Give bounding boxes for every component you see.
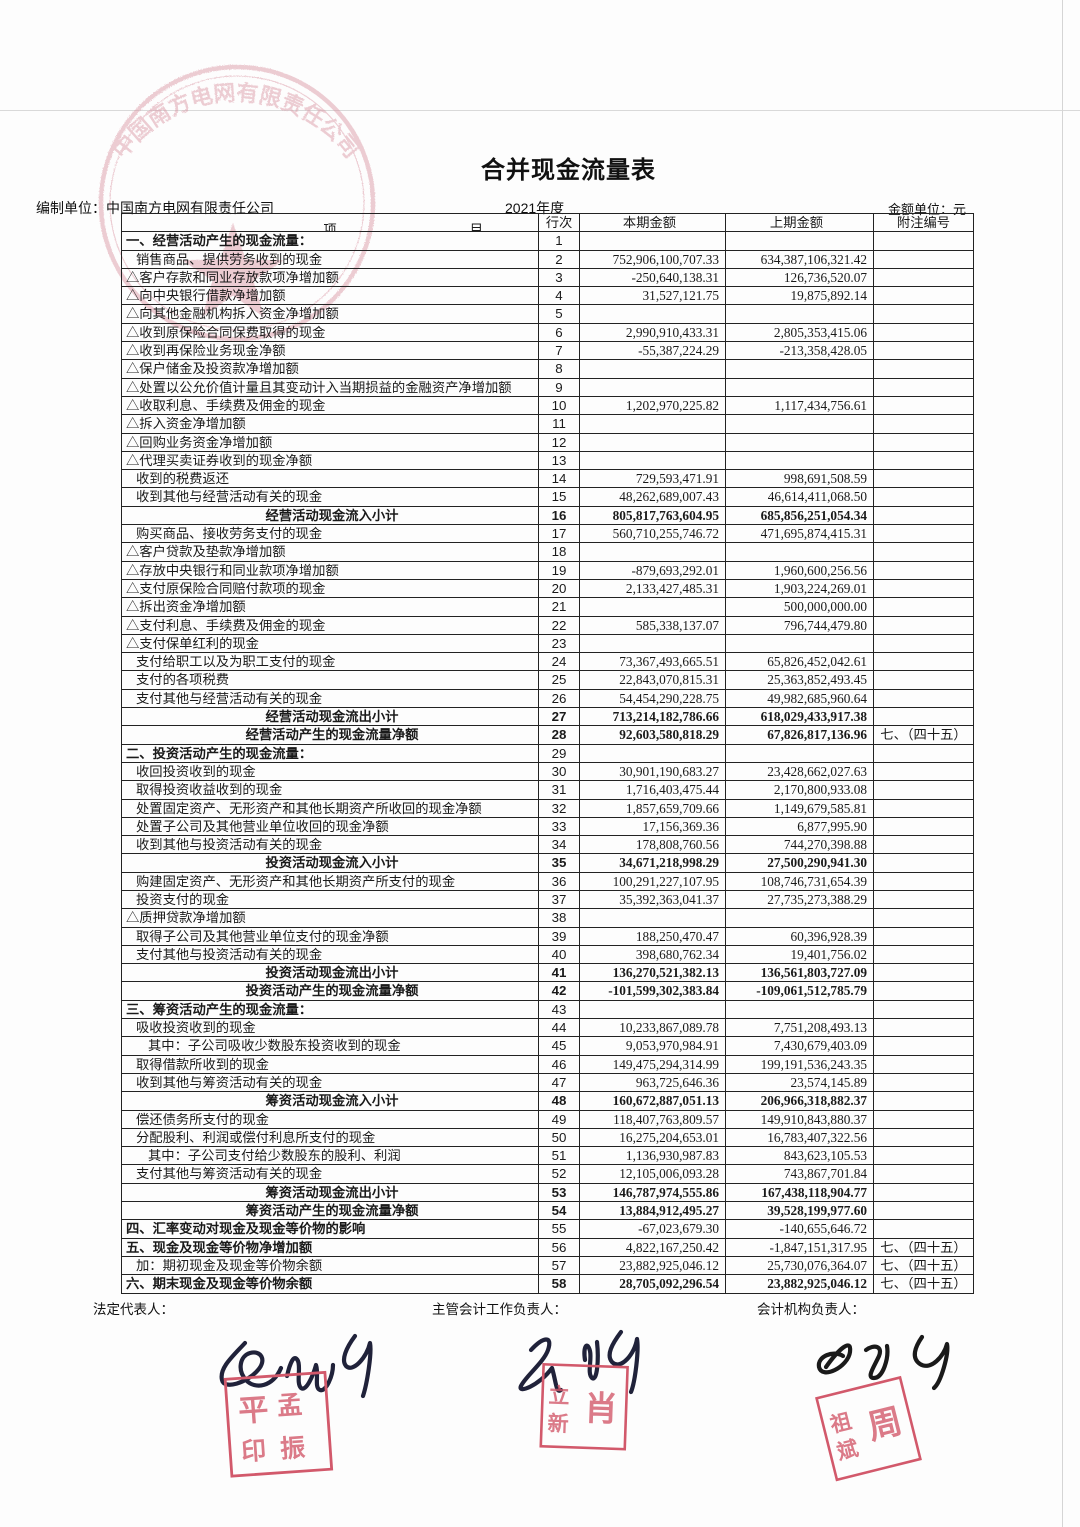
svg-text:振: 振 <box>279 1434 306 1464</box>
svg-text:孟: 孟 <box>276 1391 303 1421</box>
svg-text:祖: 祖 <box>827 1409 854 1438</box>
svg-text:立: 立 <box>548 1384 570 1409</box>
svg-text:新: 新 <box>547 1412 569 1437</box>
svg-text:中国南方电网有限责任公司: 中国南方电网有限责任公司 <box>108 80 364 163</box>
svg-text:印: 印 <box>240 1437 267 1467</box>
svg-text:平: 平 <box>237 1393 269 1428</box>
svg-text:斌: 斌 <box>834 1436 861 1465</box>
svg-text:周: 周 <box>864 1402 906 1447</box>
svg-text:肖: 肖 <box>583 1390 618 1429</box>
